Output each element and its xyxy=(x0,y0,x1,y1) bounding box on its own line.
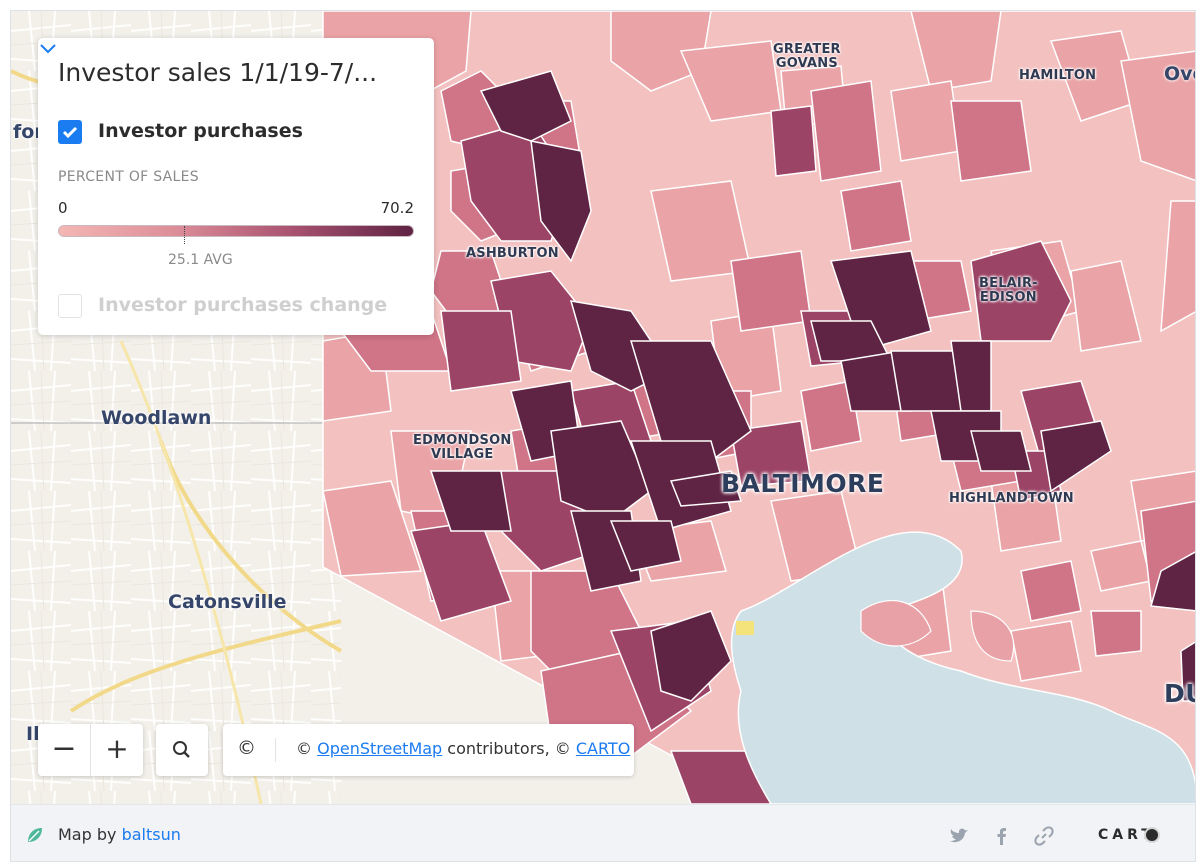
check-icon xyxy=(62,126,78,139)
twitter-icon[interactable] xyxy=(948,825,970,847)
label-belair-edison: BELAIR- EDISON xyxy=(979,276,1038,305)
investor-change-checkbox[interactable] xyxy=(58,294,82,318)
label-baltimore: BALTIMORE xyxy=(721,469,885,498)
chevron-down-icon[interactable] xyxy=(38,38,58,58)
label-il: Il xyxy=(26,723,40,745)
range-max: 70.2 xyxy=(380,199,414,217)
bridge-marker xyxy=(736,621,754,635)
investor-purchases-checkbox[interactable] xyxy=(58,120,82,144)
map-by-text: Map by baltsun xyxy=(58,825,181,844)
divider xyxy=(275,738,276,762)
label-ashburton: ASHBURTON xyxy=(466,246,559,261)
carto-logo-icon xyxy=(1144,827,1160,843)
label-ove: Ove xyxy=(1164,63,1195,85)
facebook-icon[interactable] xyxy=(991,825,1013,847)
carto-brand[interactable]: CART xyxy=(1098,827,1155,843)
leaf-logo-icon xyxy=(28,828,42,842)
tracts-highest xyxy=(429,70,1195,702)
label-du: DU xyxy=(1164,679,1195,708)
footer-bar: Map by baltsun CART xyxy=(11,804,1195,861)
avg-label: 25.1 AVG xyxy=(168,252,233,268)
highway xyxy=(69,440,342,713)
carto-link[interactable]: CARTO xyxy=(575,739,631,758)
map-canvas[interactable]: GREATER GOVANS HAMILTON Ove for ASHBURTO… xyxy=(11,11,1195,804)
range-min: 0 xyxy=(58,199,68,217)
investor-change-label[interactable]: Investor purchases change xyxy=(98,294,388,316)
author-link[interactable]: baltsun xyxy=(121,825,181,844)
harbor-water xyxy=(730,531,1195,804)
avg-tick xyxy=(184,226,185,244)
label-highlandtown: HIGHLANDTOWN xyxy=(949,491,1074,506)
attribution-text: © OpenStreetMap contributors, © CARTO xyxy=(296,739,631,758)
zoom-control: − + xyxy=(38,724,143,776)
label-for: for xyxy=(13,121,44,143)
link-icon[interactable] xyxy=(1033,825,1055,847)
label-greater-govans: GREATER GOVANS xyxy=(773,42,841,71)
label-catonsville: Catonsville xyxy=(168,591,287,613)
investor-purchases-label[interactable]: Investor purchases xyxy=(98,120,303,142)
attribution-control: © © OpenStreetMap contributors, © CARTO xyxy=(223,724,634,776)
label-edmondson-village: EDMONDSON VILLAGE xyxy=(413,433,512,462)
osm-link[interactable]: OpenStreetMap xyxy=(317,739,443,758)
zoom-out-button[interactable]: − xyxy=(38,724,91,776)
color-ramp xyxy=(58,225,414,237)
label-hamilton: HAMILTON xyxy=(1019,68,1097,83)
map-embed: GREATER GOVANS HAMILTON Ove for ASHBURTO… xyxy=(10,10,1196,862)
search-button[interactable] xyxy=(156,724,208,776)
legend-title: Investor sales 1/1/19-7/... xyxy=(58,58,378,87)
search-icon xyxy=(173,741,190,758)
legend-panel: Investor sales 1/1/19-7/... Investor pur… xyxy=(38,38,434,335)
zoom-in-button[interactable]: + xyxy=(105,732,129,765)
label-woodlawn: Woodlawn xyxy=(101,407,212,429)
metric-label: PERCENT OF SALES xyxy=(58,169,199,185)
copyright-icon[interactable]: © xyxy=(237,737,256,759)
